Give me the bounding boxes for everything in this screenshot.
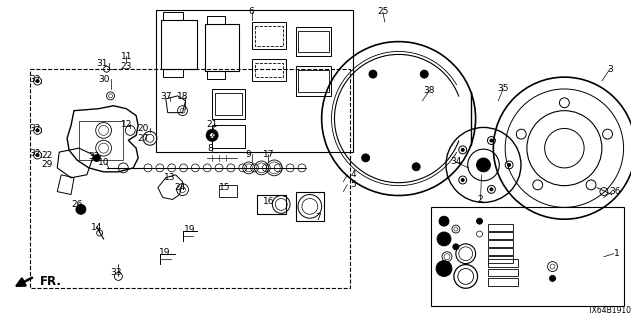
Text: 3: 3	[607, 65, 612, 74]
Text: 30: 30	[98, 75, 109, 84]
Circle shape	[36, 154, 39, 156]
Text: 20: 20	[138, 124, 148, 133]
Circle shape	[461, 179, 464, 181]
Text: 32: 32	[29, 148, 40, 157]
Circle shape	[36, 80, 39, 83]
Text: 8: 8	[207, 144, 213, 153]
Circle shape	[477, 218, 483, 224]
Circle shape	[437, 232, 451, 246]
Circle shape	[477, 158, 490, 172]
Text: 17: 17	[262, 149, 274, 159]
Circle shape	[550, 276, 556, 281]
Text: 28: 28	[207, 130, 218, 139]
Circle shape	[76, 204, 86, 214]
Text: 24: 24	[174, 183, 185, 192]
Text: 11: 11	[120, 52, 132, 61]
Text: 13: 13	[164, 173, 175, 182]
Text: 38: 38	[424, 86, 435, 95]
Text: 6: 6	[249, 7, 255, 17]
Text: 1: 1	[614, 249, 620, 258]
Text: 7: 7	[315, 213, 321, 222]
Circle shape	[412, 163, 420, 171]
Circle shape	[36, 129, 39, 132]
Circle shape	[420, 70, 428, 78]
Text: 25: 25	[377, 7, 388, 17]
Text: 26: 26	[71, 200, 83, 209]
Circle shape	[362, 154, 369, 162]
Circle shape	[453, 244, 459, 250]
Text: FR.: FR.	[40, 275, 61, 288]
Text: 33: 33	[111, 268, 122, 277]
Text: 37: 37	[160, 92, 172, 101]
Text: 18: 18	[177, 92, 188, 101]
Text: 2: 2	[477, 195, 483, 204]
Circle shape	[210, 133, 214, 137]
Text: 16: 16	[262, 197, 274, 206]
Text: 5: 5	[350, 180, 356, 189]
Text: 32: 32	[29, 75, 40, 84]
Circle shape	[436, 261, 452, 276]
Circle shape	[490, 139, 493, 142]
Text: 21: 21	[207, 120, 218, 129]
Text: 10: 10	[98, 158, 109, 167]
Circle shape	[461, 148, 464, 151]
Text: 19: 19	[184, 225, 195, 234]
Text: 4: 4	[351, 170, 356, 179]
Circle shape	[508, 164, 511, 166]
Text: 19: 19	[159, 248, 170, 257]
Text: TX64B1910: TX64B1910	[588, 307, 632, 316]
Text: 31: 31	[96, 59, 108, 68]
Circle shape	[369, 70, 377, 78]
Text: 36: 36	[609, 187, 620, 196]
Text: 12: 12	[120, 120, 132, 129]
Circle shape	[439, 216, 449, 226]
Text: 34: 34	[450, 157, 461, 166]
Text: 32: 32	[88, 152, 99, 161]
Text: 22: 22	[42, 151, 53, 160]
Text: 23: 23	[120, 62, 132, 71]
Text: 29: 29	[42, 160, 53, 169]
Text: 32: 32	[29, 124, 40, 133]
Circle shape	[206, 129, 218, 141]
Text: 14: 14	[91, 223, 102, 232]
Circle shape	[93, 155, 100, 162]
Text: 27: 27	[138, 134, 148, 143]
Text: 35: 35	[497, 84, 509, 93]
Text: 15: 15	[220, 183, 230, 192]
Circle shape	[490, 188, 493, 191]
Text: 9: 9	[246, 149, 252, 159]
